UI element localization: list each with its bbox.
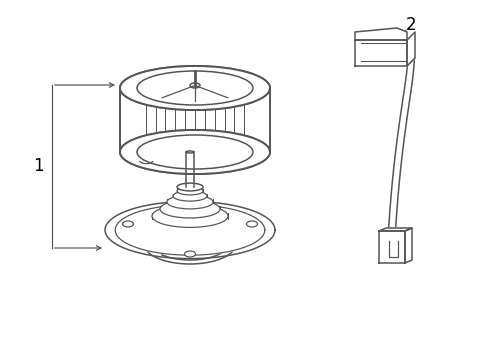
Polygon shape [354,40,406,66]
Ellipse shape [177,183,203,191]
Ellipse shape [160,200,220,218]
Ellipse shape [152,204,227,228]
Polygon shape [378,231,404,263]
Ellipse shape [122,221,133,227]
Ellipse shape [137,135,252,169]
Polygon shape [115,205,264,255]
Ellipse shape [120,66,269,110]
Ellipse shape [120,66,269,110]
Polygon shape [404,228,411,263]
Text: 1: 1 [33,157,43,175]
Ellipse shape [137,71,252,105]
Text: 2: 2 [405,16,415,34]
Polygon shape [354,58,414,66]
Polygon shape [354,28,406,40]
Ellipse shape [137,71,252,105]
Ellipse shape [120,130,269,174]
Ellipse shape [246,221,257,227]
Ellipse shape [173,191,206,201]
Ellipse shape [137,71,252,105]
Ellipse shape [190,83,200,88]
Ellipse shape [185,151,194,153]
Polygon shape [378,228,411,231]
Ellipse shape [120,130,269,174]
Polygon shape [406,32,414,66]
Ellipse shape [184,251,195,257]
Ellipse shape [167,195,213,209]
Ellipse shape [177,187,203,195]
Bar [121,88,268,152]
Ellipse shape [137,135,252,169]
Polygon shape [105,201,274,258]
